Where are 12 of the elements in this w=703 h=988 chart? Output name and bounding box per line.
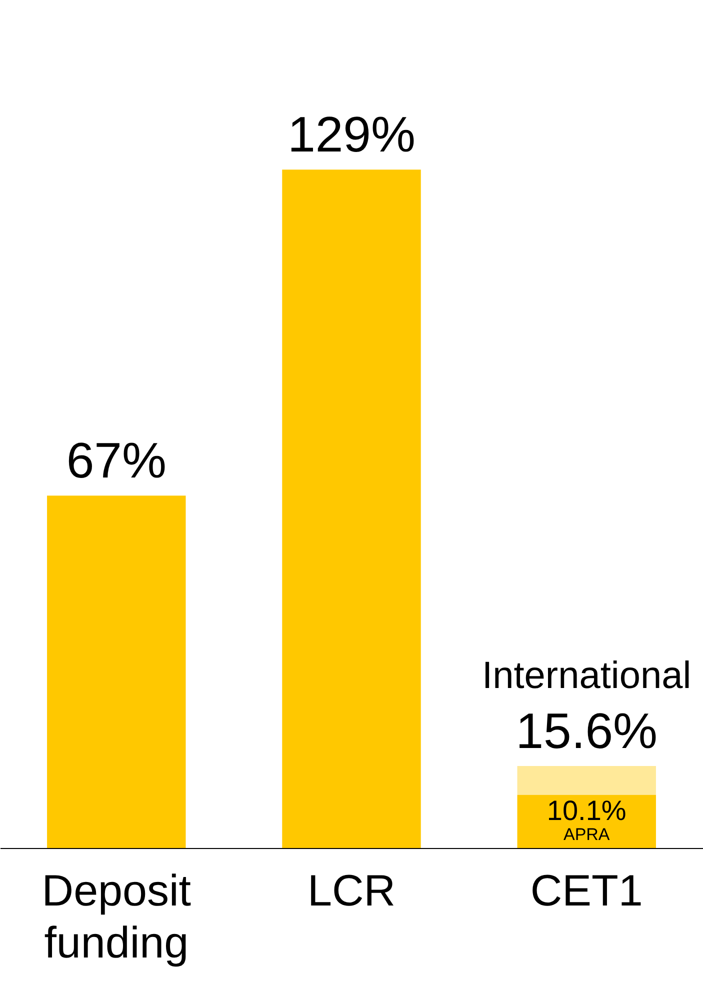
x-tick-label: LCR — [307, 866, 396, 916]
bar — [282, 170, 421, 848]
annotation: International — [482, 654, 692, 697]
x-tick-label: CET1 — [530, 866, 643, 916]
data-label: 129% — [288, 106, 416, 163]
bar — [517, 766, 656, 795]
bar — [47, 496, 186, 848]
annotation: APRA — [563, 824, 610, 844]
data-label: 67% — [66, 432, 166, 489]
x-tick-label: Deposit funding — [42, 866, 191, 968]
total-label: 15.6% — [516, 702, 658, 759]
data-label: 10.1% — [546, 794, 626, 826]
